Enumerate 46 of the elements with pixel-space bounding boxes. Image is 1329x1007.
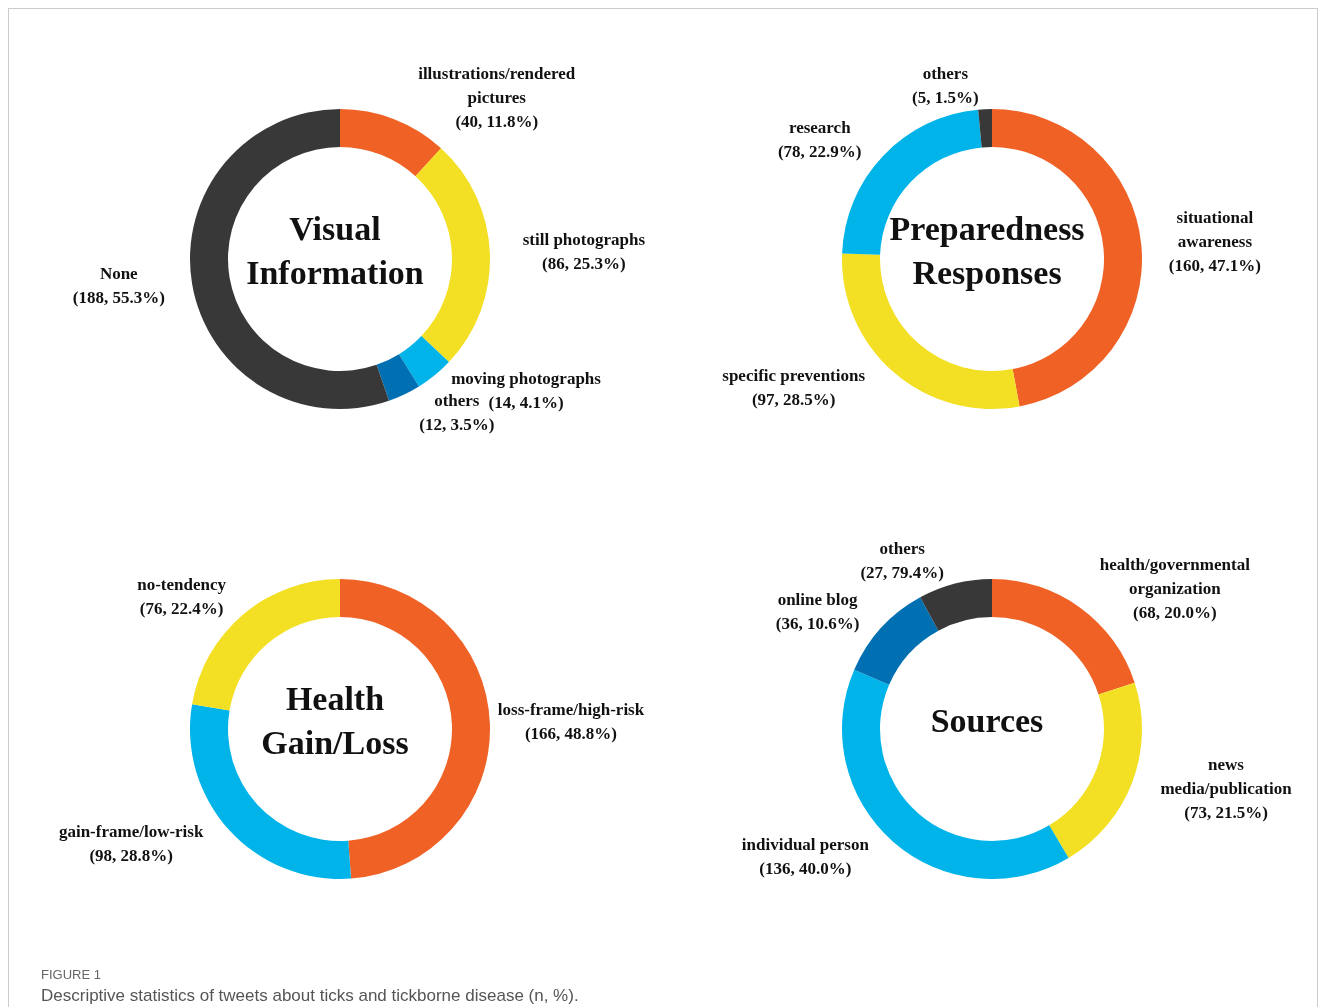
data-label: (14, 4.1%) <box>488 393 564 413</box>
data-label: (73, 21.5%) <box>1184 802 1268 822</box>
data-label: (86, 25.3%) <box>542 253 626 273</box>
donut-slice <box>376 354 419 401</box>
slice-label: loss-frame/high-risk <box>497 699 645 719</box>
data-label: (68, 20.0%) <box>1133 602 1217 622</box>
data-label: (160, 47.1%) <box>1168 256 1261 276</box>
slice-label: None <box>99 264 139 284</box>
slice-label: health/governmental organization <box>1099 554 1251 598</box>
donut-slice <box>978 109 992 148</box>
text: Health Gain/Loss <box>261 679 409 761</box>
donut-slice <box>340 109 442 177</box>
slice-label: still photographs <box>522 229 646 249</box>
donut-slice <box>1049 682 1142 858</box>
slice-label: moving photographs <box>451 369 602 389</box>
data-label: (188, 55.3%) <box>72 288 165 308</box>
data-label: (98, 28.8%) <box>89 845 173 865</box>
data-label: (97, 28.5%) <box>751 390 836 410</box>
data-label: (136, 40.0%) <box>759 859 852 879</box>
slice-label: situational awareness <box>1176 208 1254 252</box>
data-label: (27, 79.4%) <box>860 563 945 583</box>
data-label: (36, 10.6%) <box>775 614 860 634</box>
donut-slice <box>920 579 992 631</box>
slice-label: research <box>788 117 852 137</box>
text: Sources <box>930 701 1044 739</box>
text: Descriptive statistics of tweets about ticks and tickborne disease (n, %). <box>41 986 580 1006</box>
slice-label: illustrations/rendered pictures <box>418 63 576 107</box>
data-label: (5, 1.5%) <box>912 88 979 108</box>
data-label: (166, 48.8%) <box>524 723 618 743</box>
slice-label: no-tendency <box>137 574 227 594</box>
caption: FIGURE 1 <box>41 967 102 982</box>
slice-label: gain-frame/low-risk <box>58 821 204 841</box>
slice-label: others <box>922 64 969 84</box>
data-label: (40, 11.8%) <box>455 111 539 131</box>
slice-label: others <box>879 539 926 559</box>
slice-label: specific preventions <box>722 366 866 386</box>
slice-label: others <box>434 391 480 411</box>
slice-label: news media/publication <box>1160 754 1293 798</box>
text: Preparedness Responses <box>889 209 1085 291</box>
data-label: (78, 22.9%) <box>777 141 862 161</box>
data-label: (76, 22.4%) <box>139 598 224 618</box>
slice-label: individual person <box>741 835 870 855</box>
slice-label: online blog <box>777 590 858 610</box>
text: Visual Information <box>246 209 424 291</box>
donut-slice <box>398 335 449 387</box>
data-label: (12, 3.5%) <box>419 415 495 435</box>
